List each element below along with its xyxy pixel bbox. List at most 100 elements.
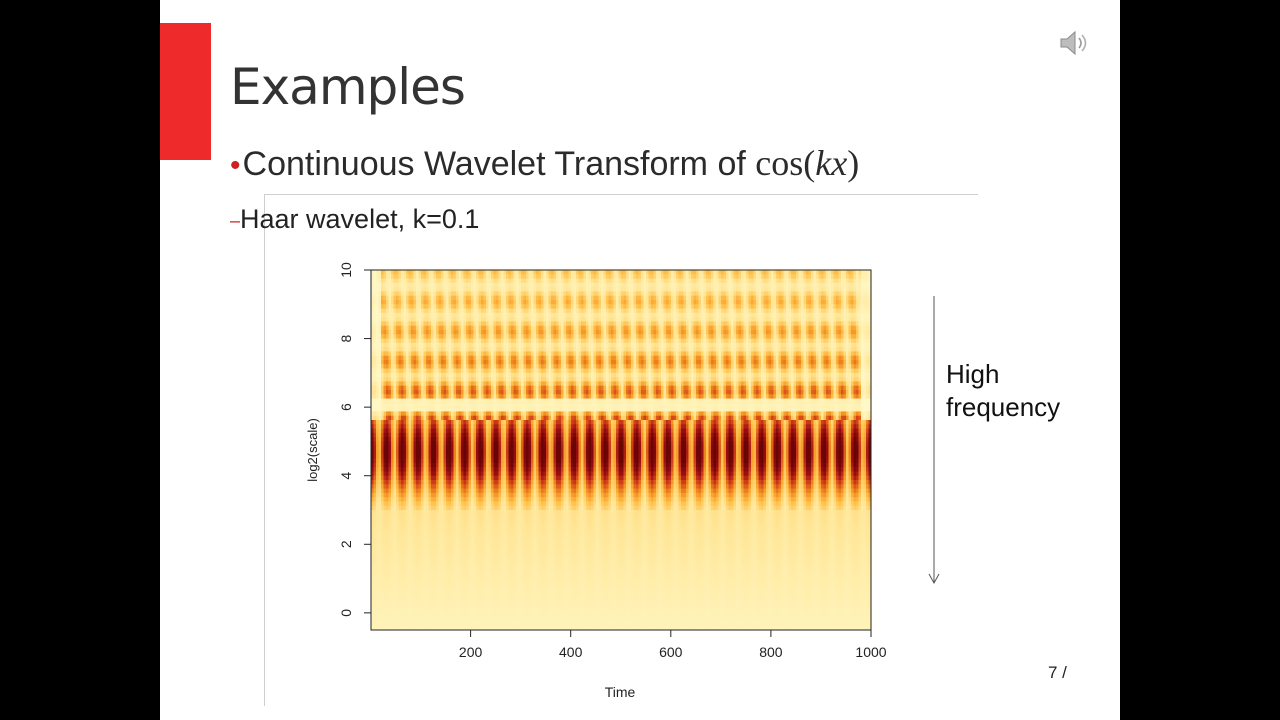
heatmap-cell [611, 325, 614, 331]
heatmap-cell [466, 312, 469, 318]
heatmap-cell [408, 317, 412, 322]
heatmap-cell [618, 304, 622, 309]
heatmap-cell [386, 270, 389, 275]
heatmap-cell [403, 317, 407, 322]
heatmap-cell [636, 312, 639, 318]
heatmap-cell [638, 368, 642, 374]
heatmap-cell [508, 325, 512, 331]
heatmap-cell [508, 321, 512, 327]
heatmap-cell [601, 312, 604, 318]
heatmap-cell [566, 321, 569, 327]
heatmap-cell [471, 300, 474, 305]
heatmap-cell [806, 287, 809, 292]
heatmap-cell [763, 278, 767, 284]
heatmap-cell [843, 274, 847, 279]
heatmap-cell [373, 278, 377, 284]
heatmap-cell [468, 312, 472, 318]
heatmap-cell [388, 355, 392, 361]
heatmap-cell [611, 334, 614, 339]
heatmap-cell [833, 368, 837, 374]
heatmap-cell [471, 342, 474, 348]
heatmap-cell [506, 338, 509, 344]
heatmap-cell [711, 274, 714, 279]
heatmap-cell [826, 278, 829, 284]
heatmap-cell [858, 321, 862, 327]
heatmap-cell [806, 338, 809, 344]
heatmap-cell [773, 368, 777, 374]
heatmap-cell [833, 300, 837, 305]
heatmap-cell [586, 300, 589, 305]
heatmap-cell [566, 364, 569, 369]
heatmap-cell [776, 364, 779, 369]
heatmap-cell [436, 300, 439, 305]
heatmap-cell [401, 351, 404, 357]
heatmap-cell [756, 270, 759, 275]
heatmap-cell [791, 308, 794, 314]
heatmap-cell [511, 312, 514, 318]
heatmap-cell [668, 347, 672, 352]
heatmap-cell [638, 270, 642, 275]
heatmap-cell [766, 270, 769, 275]
heatmap-cell [806, 351, 809, 357]
heatmap-cell [628, 317, 632, 322]
heatmap-cell [713, 325, 717, 331]
heatmap-cell [561, 321, 564, 327]
heatmap-cell [538, 334, 542, 339]
heatmap-cell [753, 308, 757, 314]
heatmap-cell [716, 321, 719, 327]
heatmap-cell [553, 278, 557, 284]
heatmap-cell [413, 360, 417, 365]
heatmap-cell [498, 338, 502, 344]
heatmap-cell [483, 270, 487, 275]
heatmap-cell [761, 334, 764, 339]
heatmap-cell [743, 368, 747, 374]
heatmap-cell [653, 278, 657, 284]
heatmap-cell [463, 321, 467, 327]
heatmap-cell [503, 338, 507, 344]
heatmap-cell [653, 304, 657, 309]
heatmap-cell [676, 321, 679, 327]
heatmap-cell [806, 282, 809, 288]
heatmap-cell [691, 330, 694, 335]
heatmap-cell [731, 308, 734, 314]
heatmap-cell [703, 274, 707, 279]
heatmap-cell [803, 270, 807, 275]
heatmap-cell [733, 295, 737, 301]
heatmap-cell [728, 355, 732, 361]
heatmap-cell [646, 368, 649, 374]
heatmap-cell [541, 372, 544, 378]
heatmap-cell [833, 351, 837, 357]
heatmap-cell [371, 291, 374, 297]
heatmap-cell [698, 287, 702, 292]
heatmap-cell [416, 287, 419, 292]
heatmap-cell [616, 317, 619, 322]
heatmap-cell [558, 300, 562, 305]
heatmap-cell [813, 330, 817, 335]
heatmap-cell [633, 312, 637, 318]
heatmap-cell [626, 364, 629, 369]
heatmap-cell [728, 338, 732, 344]
heatmap-cell [781, 278, 784, 284]
heatmap-cell [463, 347, 467, 352]
heatmap-cell [426, 342, 429, 348]
heatmap-cell [766, 321, 769, 327]
heatmap-cell [671, 270, 674, 275]
heatmap-cell [543, 321, 547, 327]
heatmap-cell [543, 360, 547, 365]
speaker-icon[interactable] [1058, 28, 1090, 63]
heatmap-cell [791, 342, 794, 348]
heatmap-cell [766, 368, 769, 374]
heatmap-cell [491, 364, 494, 369]
heatmap-cell [728, 274, 732, 279]
heatmap-cell [528, 308, 532, 314]
heatmap-cell [591, 342, 594, 348]
heatmap-cell [861, 355, 864, 361]
heatmap-cell [666, 278, 669, 284]
heatmap-cell [683, 372, 687, 378]
heatmap-cell [381, 304, 384, 309]
heatmap-cell [681, 312, 684, 318]
heatmap-cell [378, 372, 382, 378]
heatmap-cell [756, 274, 759, 279]
heatmap-cell [681, 364, 684, 369]
heatmap-cell [666, 274, 669, 279]
